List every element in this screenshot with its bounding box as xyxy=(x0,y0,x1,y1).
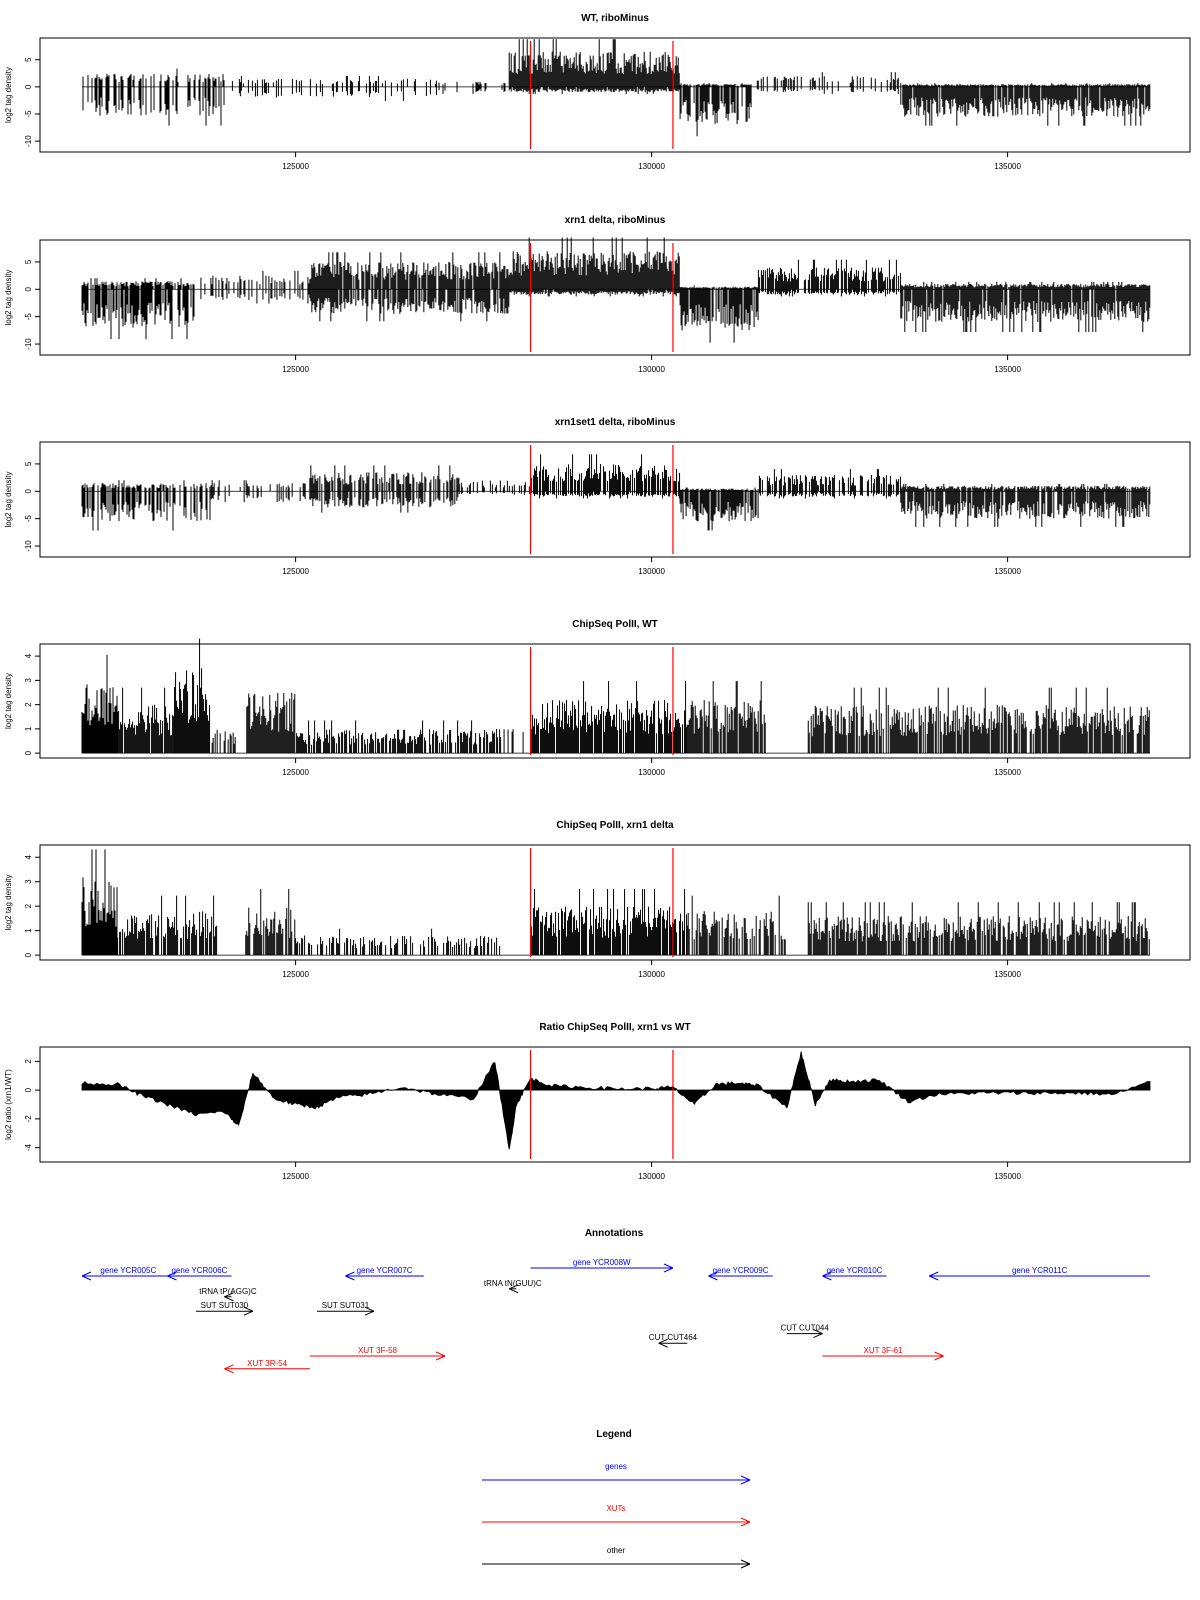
y-tick-label: 2 xyxy=(24,702,33,707)
y-tick-label: -10 xyxy=(24,338,33,350)
y-tick-label: -5 xyxy=(24,313,33,321)
plot-frame xyxy=(39,239,1191,356)
y-tick-label: -5 xyxy=(24,515,33,523)
y-tick-label: 0 xyxy=(24,84,33,89)
chart-title: xrn1 delta, riboMinus xyxy=(565,215,666,226)
y-axis-label: log2 tag density xyxy=(4,67,13,123)
x-tick-label: 130000 xyxy=(638,768,665,777)
y-axis-label: log2 tag density xyxy=(4,269,13,325)
y-tick-label: 4 xyxy=(24,653,33,658)
chart-panel-4: ChipSeq PolII, WT log2 tag density 0 1 2 3 4 12… xyxy=(4,619,1191,777)
plot-frame xyxy=(39,441,1191,558)
y-tick-label: -5 xyxy=(24,110,33,118)
y-tick-label: 0 xyxy=(24,489,33,494)
y-tick-label: -10 xyxy=(24,540,33,552)
y-tick-label: 5 xyxy=(24,461,33,466)
y-tick-label: 1 xyxy=(24,726,33,731)
x-tick-label: 125000 xyxy=(282,365,309,374)
density-bars xyxy=(81,237,1151,343)
x-tick-label: 135000 xyxy=(994,162,1021,171)
x-tick-label: 125000 xyxy=(282,768,309,777)
y-tick-label: 0 xyxy=(24,287,33,292)
x-tick-label: 125000 xyxy=(282,162,309,171)
density-bars xyxy=(81,454,1151,531)
x-tick-label: 135000 xyxy=(994,768,1021,777)
x-tick-label: 135000 xyxy=(994,567,1021,576)
y-axis-label: log2 tag density xyxy=(4,471,13,527)
y-tick-label: 3 xyxy=(24,678,33,683)
chart-panel-2: xrn1 delta, riboMinus log2 tag density -10… xyxy=(4,215,1191,374)
y-tick-label: 0 xyxy=(24,750,33,755)
y-axis-label: log2 tag density xyxy=(4,673,13,729)
x-tick-label: 130000 xyxy=(638,567,665,576)
x-tick-label: 130000 xyxy=(638,162,665,171)
chart-panel-3: xrn1set1 delta, riboMinus log2 tag densit… xyxy=(4,417,1191,576)
density-bars xyxy=(81,638,1150,754)
density-bars xyxy=(82,39,1151,137)
y-tick-label: -10 xyxy=(24,135,33,147)
chart-panel-1: WT, riboMinus log2 tag density -10 -5 0 5 1250… xyxy=(4,13,1191,171)
plot-frame xyxy=(39,37,1191,153)
x-tick-label: 130000 xyxy=(638,365,665,374)
chart-title: ChipSeq PolII, WT xyxy=(572,619,658,630)
y-tick-label: 5 xyxy=(24,259,33,264)
plot-frame xyxy=(39,643,1191,759)
chart-title: WT, riboMinus xyxy=(581,13,649,24)
x-tick-label: 125000 xyxy=(282,567,309,576)
y-tick-label: 5 xyxy=(24,57,33,62)
x-tick-label: 135000 xyxy=(994,365,1021,374)
chart-title: xrn1set1 delta, riboMinus xyxy=(555,417,676,428)
